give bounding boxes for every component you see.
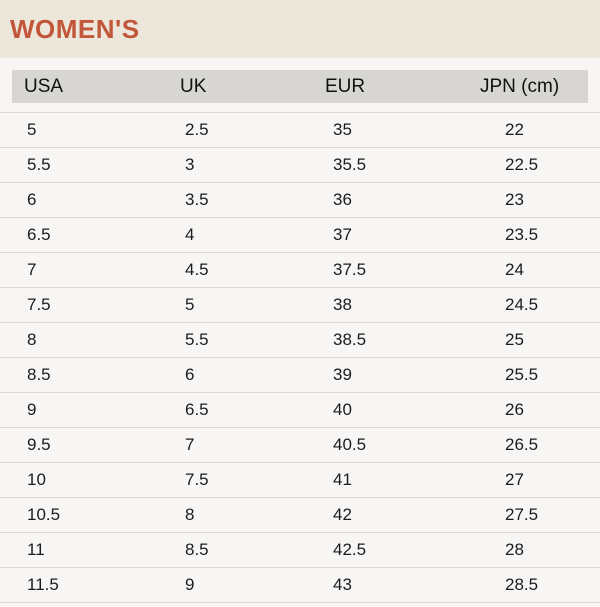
- cell-usa: 11: [27, 540, 45, 559]
- cell-eur: 35.5: [333, 155, 367, 174]
- cell-usa: 10: [27, 470, 46, 489]
- table-row: 6.5 4 37 23.5: [0, 217, 600, 252]
- cell-jpn: 22.5: [505, 155, 539, 174]
- cell-uk: 7.5: [185, 470, 209, 489]
- cell-jpn: 25.5: [505, 365, 539, 384]
- column-header-eur: EUR: [325, 75, 366, 97]
- cell-eur: 39: [333, 365, 352, 384]
- cell-uk: 5: [185, 295, 195, 314]
- cell-usa: 6: [27, 190, 37, 209]
- cell-uk: 6: [185, 365, 195, 384]
- cell-eur: 43: [333, 575, 352, 594]
- table-row: 11.5 9 43 28.5: [0, 567, 600, 603]
- column-header-jpn: JPN (cm): [480, 75, 560, 97]
- table-row: 11 8.5 42.5 28: [0, 532, 600, 567]
- cell-jpn: 23: [505, 190, 524, 209]
- cell-uk: 6.5: [185, 400, 209, 419]
- cell-eur: 40.5: [333, 435, 367, 454]
- cell-usa: 6.5: [27, 225, 51, 244]
- cell-eur: 37.5: [333, 260, 367, 279]
- cell-uk: 7: [185, 435, 195, 454]
- cell-usa: 7.5: [27, 295, 51, 314]
- cell-jpn: 23.5: [505, 225, 539, 244]
- table-body: 5 2.5 35 22 5.5 3 35.5 22.5 6 3.5 36 23 6.5 4 37 23.5 7 4…: [0, 112, 600, 603]
- column-header-uk: UK: [180, 75, 207, 97]
- cell-usa: 5.5: [27, 155, 51, 174]
- table-row: 6 3.5 36 23: [0, 182, 600, 217]
- section-title: WOMEN'S: [10, 13, 140, 44]
- cell-usa: 7: [27, 260, 37, 279]
- cell-eur: 41: [333, 470, 352, 489]
- cell-uk: 4.5: [185, 260, 209, 279]
- cell-jpn: 26.5: [505, 435, 539, 454]
- cell-usa: 10.5: [27, 505, 61, 524]
- cell-jpn: 26: [505, 400, 524, 419]
- cell-eur: 35: [333, 120, 352, 139]
- cell-usa: 5: [27, 120, 37, 139]
- cell-uk: 8.5: [185, 540, 209, 559]
- cell-usa: 9: [27, 400, 37, 419]
- cell-uk: 8: [185, 505, 195, 524]
- cell-jpn: 27.5: [505, 505, 539, 524]
- cell-jpn: 24: [505, 260, 524, 279]
- cell-eur: 40: [333, 400, 352, 419]
- table-row: 8.5 6 39 25.5: [0, 357, 600, 392]
- cell-eur: 42: [333, 505, 352, 524]
- cell-usa: 8: [27, 330, 37, 349]
- table-row: 5 2.5 35 22: [0, 112, 600, 147]
- table-row: 10.5 8 42 27.5: [0, 497, 600, 532]
- cell-jpn: 28: [505, 540, 524, 559]
- table-row: 9 6.5 40 26: [0, 392, 600, 427]
- size-chart-table: USA UK EUR JPN (cm) 5 2.5 35 22 5.5 3 35.5 22.5…: [0, 70, 600, 603]
- cell-uk: 9: [185, 575, 195, 594]
- cell-eur: 36: [333, 190, 352, 209]
- table-row: 9.5 7 40.5 26.5: [0, 427, 600, 462]
- table-row: 5.5 3 35.5 22.5: [0, 147, 600, 182]
- cell-uk: 3.5: [185, 190, 209, 209]
- section-header: WOMEN'S: [0, 0, 600, 58]
- cell-jpn: 25: [505, 330, 524, 349]
- cell-eur: 37: [333, 225, 352, 244]
- cell-usa: 8.5: [27, 365, 51, 384]
- cell-eur: 38: [333, 295, 352, 314]
- cell-usa: 11.5: [27, 575, 59, 594]
- column-header-usa: USA: [24, 75, 64, 97]
- table-row: 8 5.5 38.5 25: [0, 322, 600, 357]
- cell-uk: 4: [185, 225, 195, 244]
- cell-eur: 38.5: [333, 330, 367, 349]
- cell-jpn: 22: [505, 120, 524, 139]
- cell-usa: 9.5: [27, 435, 51, 454]
- cell-uk: 2.5: [185, 120, 209, 139]
- table-header-row: USA UK EUR JPN (cm): [12, 70, 588, 103]
- cell-uk: 3: [185, 155, 195, 174]
- cell-jpn: 24.5: [505, 295, 539, 314]
- table-row: 10 7.5 41 27: [0, 462, 600, 497]
- cell-uk: 5.5: [185, 330, 209, 349]
- cell-eur: 42.5: [333, 540, 367, 559]
- table-row: 7.5 5 38 24.5: [0, 287, 600, 322]
- table-row: 7 4.5 37.5 24: [0, 252, 600, 287]
- cell-jpn: 28.5: [505, 575, 539, 594]
- cell-jpn: 27: [505, 470, 524, 489]
